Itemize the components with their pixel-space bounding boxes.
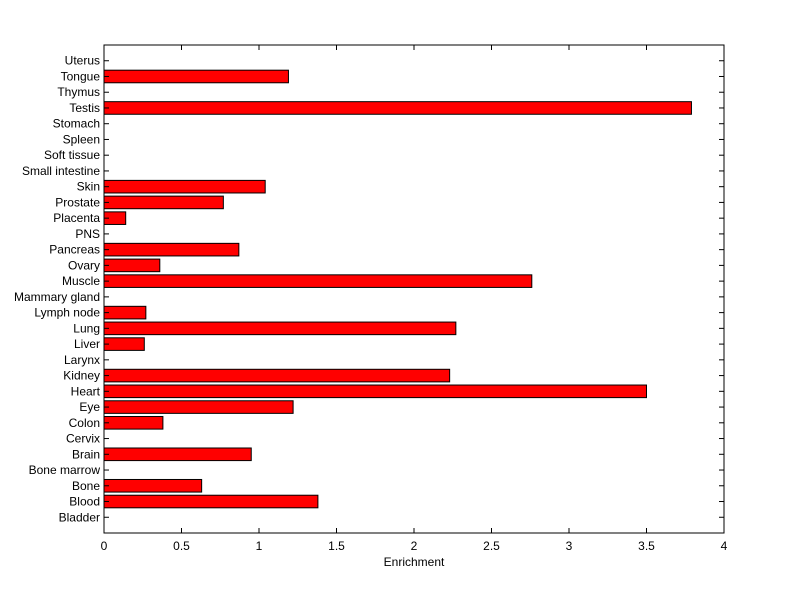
category-label-liver: Liver bbox=[74, 337, 100, 351]
category-label-bone: Bone bbox=[72, 479, 100, 493]
ticks-group bbox=[103, 45, 725, 533]
category-label-stomach: Stomach bbox=[53, 117, 100, 131]
category-label-lymph-node: Lymph node bbox=[34, 306, 100, 320]
bar-lung bbox=[103, 321, 457, 336]
category-label-cervix: Cervix bbox=[66, 432, 100, 446]
x-axis-label: Enrichment bbox=[384, 555, 445, 569]
x-tick-label: 4 bbox=[721, 539, 728, 553]
category-label-kidney: Kidney bbox=[63, 369, 100, 383]
bar-heart bbox=[103, 384, 647, 399]
x-tick-label: 1 bbox=[256, 539, 263, 553]
category-label-soft-tissue: Soft tissue bbox=[44, 148, 100, 162]
x-tick-label: 3.5 bbox=[638, 539, 655, 553]
category-label-eye: Eye bbox=[79, 400, 100, 414]
category-label-pns: PNS bbox=[75, 227, 100, 241]
bar-brain bbox=[103, 447, 252, 462]
category-label-muscle: Muscle bbox=[62, 274, 100, 288]
bar-bone bbox=[103, 478, 203, 493]
bar-pancreas bbox=[103, 242, 240, 257]
category-label-lung: Lung bbox=[73, 321, 100, 335]
category-label-blood: Blood bbox=[69, 495, 100, 509]
bar-blood bbox=[103, 494, 319, 509]
category-label-pancreas: Pancreas bbox=[49, 243, 100, 257]
bar-eye bbox=[103, 400, 294, 414]
x-tick-label: 2.5 bbox=[483, 539, 500, 553]
category-label-testis: Testis bbox=[69, 101, 100, 115]
bar-liver bbox=[103, 337, 145, 351]
bar-colon bbox=[103, 416, 164, 430]
x-tick-label: 0.5 bbox=[173, 539, 190, 553]
category-label-prostate: Prostate bbox=[55, 195, 100, 209]
category-label-placenta: Placenta bbox=[53, 211, 100, 225]
category-label-colon: Colon bbox=[69, 416, 100, 430]
category-label-bone-marrow: Bone marrow bbox=[29, 463, 101, 477]
bar-muscle bbox=[103, 274, 533, 288]
category-label-skin: Skin bbox=[77, 180, 100, 194]
category-label-bladder: Bladder bbox=[59, 510, 100, 524]
x-tick-label: 0 bbox=[101, 539, 108, 553]
category-label-ovary: Ovary bbox=[68, 258, 100, 272]
bar-prostate bbox=[103, 195, 224, 210]
category-label-mammary-gland: Mammary gland bbox=[14, 290, 100, 304]
bar-tongue bbox=[103, 69, 289, 84]
category-label-thymus: Thymus bbox=[57, 85, 100, 99]
x-tick-label: 3 bbox=[566, 539, 573, 553]
bar-ovary bbox=[103, 258, 161, 273]
category-label-uterus: Uterus bbox=[65, 54, 100, 68]
category-label-small-intestine: Small intestine bbox=[22, 164, 100, 178]
category-label-brain: Brain bbox=[72, 447, 100, 461]
bar-skin bbox=[103, 179, 266, 194]
bar-testis bbox=[103, 101, 692, 115]
bar-lymph-node bbox=[103, 305, 147, 320]
category-label-tongue: Tongue bbox=[61, 69, 101, 83]
category-label-spleen: Spleen bbox=[63, 132, 100, 146]
x-tick-label: 2 bbox=[411, 539, 418, 553]
category-label-heart: Heart bbox=[71, 384, 101, 398]
x-tick-labels-group: 0 0.5 1 1.5 2 2.5 3 3.5 4 bbox=[101, 539, 728, 553]
bar-kidney bbox=[103, 368, 451, 383]
x-tick-label: 1.5 bbox=[328, 539, 345, 553]
category-label-larynx: Larynx bbox=[64, 353, 100, 367]
bars-group bbox=[103, 69, 692, 509]
